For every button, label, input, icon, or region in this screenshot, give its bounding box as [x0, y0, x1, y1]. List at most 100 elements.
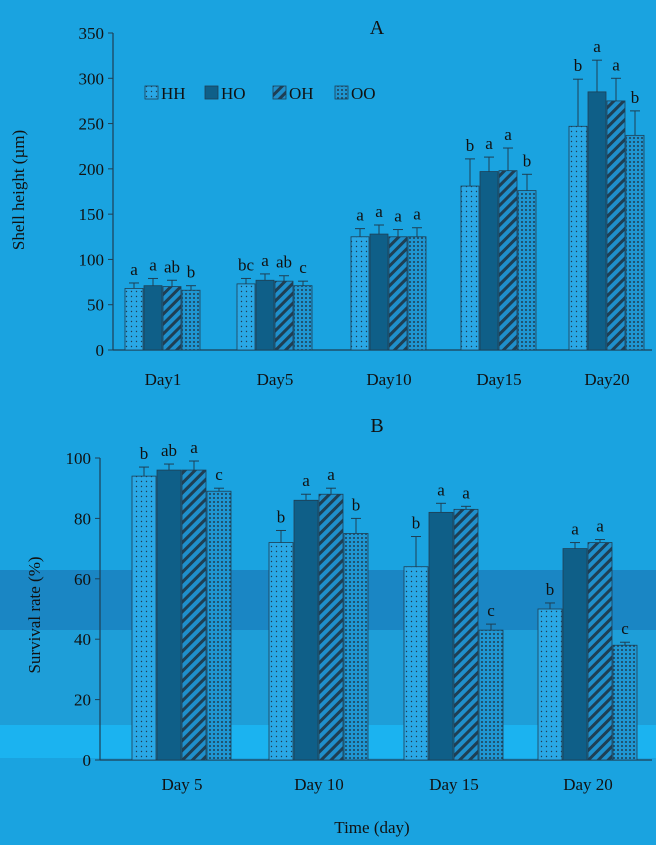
bar-ho — [562, 548, 588, 761]
y-tick-label: 250 — [79, 115, 105, 134]
panel-b-title: B — [370, 415, 383, 437]
significance-letter: c — [299, 258, 307, 277]
bar-hh — [460, 185, 480, 351]
y-tick-label: 100 — [79, 250, 105, 269]
x-tick-label: Day 20 — [563, 775, 613, 794]
bar-hh — [236, 283, 256, 351]
legend-swatch-oh — [272, 85, 287, 100]
significance-letter: a — [130, 260, 138, 279]
y-tick-label: 40 — [74, 630, 91, 649]
bar-oo — [206, 490, 232, 761]
significance-letter: b — [631, 88, 640, 107]
x-tick-label: Day 15 — [429, 775, 479, 794]
panel-b-x-tick-labels: Day 5 Day 10 Day 15 Day 20 — [161, 775, 612, 794]
significance-letter: b — [574, 56, 583, 75]
bar-hh — [537, 608, 563, 761]
y-tick-label: 0 — [83, 751, 92, 770]
bar-oh — [162, 286, 182, 351]
legend-label-oh: OH — [289, 84, 314, 103]
significance-letter: c — [487, 601, 495, 620]
bar-oo — [478, 629, 504, 761]
bar-oo — [625, 134, 645, 351]
significance-letter: b — [412, 514, 421, 533]
bar-oh — [587, 542, 613, 761]
y-tick-label: 80 — [74, 509, 91, 528]
x-tick-label: Day10 — [366, 370, 411, 389]
significance-letter: c — [215, 465, 223, 484]
significance-letter: a — [375, 202, 383, 221]
panel-a: A Shell height (µm) 0 50 100 150 200 250 300 35… — [9, 17, 652, 389]
panel-b-x-axis-label: Time (day) — [334, 818, 409, 837]
bar-oh — [181, 469, 207, 761]
significance-letter: b — [187, 263, 196, 282]
significance-letter: a — [612, 55, 620, 74]
bar-ho — [293, 499, 319, 761]
panel-b-y-ticks: 0 20 40 60 80 100 — [66, 449, 100, 770]
significance-letter: a — [504, 125, 512, 144]
x-tick-label: Day 5 — [161, 775, 202, 794]
y-tick-label: 300 — [79, 69, 105, 88]
significance-letter: b — [140, 444, 149, 463]
significance-letter: a — [593, 37, 601, 56]
legend-label-oo: OO — [351, 84, 376, 103]
x-tick-label: Day1 — [145, 370, 182, 389]
bar-oo — [181, 289, 201, 351]
significance-letter: a — [327, 465, 335, 484]
x-tick-label: Day20 — [584, 370, 629, 389]
significance-letter: a — [356, 206, 364, 225]
x-tick-label: Day 10 — [294, 775, 344, 794]
panel-a-legend: HH HO OH OO — [144, 84, 376, 103]
significance-letter: a — [437, 480, 445, 499]
significance-letter: a — [302, 471, 310, 490]
significance-letter: c — [621, 619, 629, 638]
panel-a-title: A — [370, 17, 385, 39]
bar-hh — [268, 542, 294, 761]
bar-hh — [131, 475, 157, 761]
panel-a-x-tick-labels: Day1 Day5 Day10 Day15 Day20 — [145, 370, 630, 389]
x-tick-label: Day15 — [476, 370, 521, 389]
significance-letter: a — [149, 255, 157, 274]
bar-oh — [388, 236, 408, 351]
y-tick-label: 350 — [79, 24, 105, 43]
bar-oh — [318, 493, 344, 761]
bar-oh — [453, 508, 479, 761]
bar-oo — [517, 190, 537, 351]
bar-ho — [255, 279, 275, 351]
bar-oo — [407, 236, 427, 351]
y-tick-label: 50 — [87, 296, 104, 315]
panel-a-y-ticks: 0 50 100 150 200 250 300 350 — [79, 24, 113, 360]
legend-label-hh: HH — [161, 84, 186, 103]
y-tick-label: 0 — [96, 341, 105, 360]
bar-hh — [124, 288, 144, 351]
significance-letter: ab — [164, 257, 180, 276]
significance-letter: a — [485, 134, 493, 153]
bar-hh — [350, 236, 370, 351]
significance-letter: a — [413, 205, 421, 224]
significance-letter: a — [462, 483, 470, 502]
significance-letter: a — [190, 438, 198, 457]
legend-swatch-oo — [334, 85, 349, 100]
significance-letter: b — [523, 151, 532, 170]
y-tick-label: 20 — [74, 691, 91, 710]
bar-ho — [587, 91, 607, 351]
y-tick-label: 60 — [74, 570, 91, 589]
significance-letter: ab — [276, 253, 292, 272]
legend-swatch-hh — [144, 85, 159, 100]
significance-letter: b — [352, 495, 361, 514]
bar-ho — [143, 285, 163, 351]
x-tick-label: Day5 — [257, 370, 294, 389]
bar-oo — [343, 533, 369, 761]
significance-letter: a — [596, 517, 604, 536]
y-tick-label: 200 — [79, 160, 105, 179]
significance-letter: a — [571, 520, 579, 539]
bar-oo — [612, 644, 638, 761]
panel-a-y-axis-label: Shell height (µm) — [9, 130, 28, 250]
bar-oh — [274, 280, 294, 351]
panel-b-y-axis-label: Survival rate (%) — [25, 556, 44, 673]
legend-swatch-ho — [204, 85, 219, 100]
significance-letter: b — [277, 507, 286, 526]
bar-oh — [606, 100, 626, 351]
